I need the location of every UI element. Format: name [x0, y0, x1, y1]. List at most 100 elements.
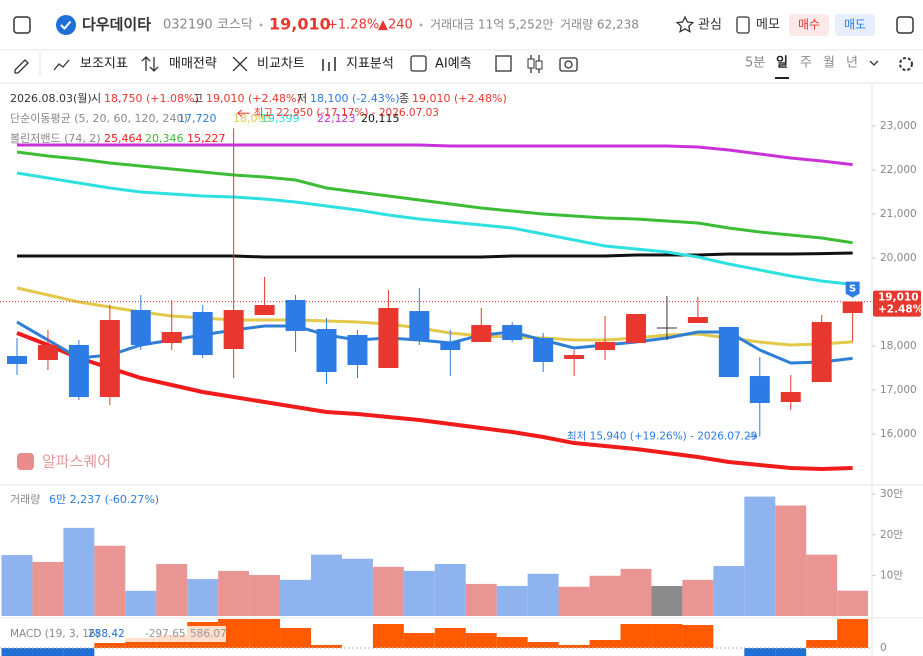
ma-line: [16, 171, 853, 286]
check: [60, 20, 72, 30]
candle-body: [780, 391, 801, 403]
ma-legend-value: 18,095: [233, 112, 272, 125]
candle-icon[interactable]: [535, 60, 543, 70]
volume-bar: [94, 545, 126, 616]
ohlc-label: 시: [91, 92, 101, 105]
volume-bar: [218, 570, 250, 616]
period-button[interactable]: 일: [776, 56, 788, 71]
more-icon[interactable]: [869, 60, 879, 66]
period-button[interactable]: 5분: [745, 56, 765, 71]
volume-bar: [1, 555, 33, 616]
macd-value: -297.65: [145, 628, 186, 640]
tool-button[interactable]: 지표분석: [346, 57, 394, 72]
volume-bar: [713, 566, 745, 616]
y-tick-label: 10만: [880, 569, 903, 581]
volume-bar: [311, 554, 342, 616]
volume-bar: [744, 496, 776, 616]
tool-button[interactable]: 비교차트: [257, 57, 305, 72]
macd-bar: [558, 645, 590, 648]
tool-icon[interactable]: [232, 56, 248, 72]
box-icon[interactable]: [495, 55, 512, 72]
buy-button[interactable]: [789, 14, 829, 36]
memo-button[interactable]: 메모: [756, 18, 780, 33]
signal-label: S: [849, 284, 856, 295]
stock-code: 032190: [163, 18, 213, 33]
sidebar-icon[interactable]: [13, 16, 31, 34]
macd-bar: [63, 648, 95, 656]
macd-bar: [527, 642, 559, 648]
camera-icon[interactable]: [559, 57, 578, 72]
tool-icon[interactable]: [322, 57, 336, 71]
volume-value: 6만 2,237 (-60.27%): [49, 493, 159, 506]
ohlc-value: 18,100 (-2.43%): [310, 92, 399, 105]
period-button[interactable]: 월: [823, 56, 835, 71]
macd-legend-bg: [6, 626, 226, 642]
candle-body: [564, 355, 585, 359]
candle-body: [347, 335, 368, 366]
star-icon[interactable]: [675, 15, 695, 33]
ma-line: [16, 150, 853, 245]
camera-lens: [564, 60, 573, 69]
arrow-head: [752, 433, 758, 441]
stock-name: 다우데이타: [82, 16, 151, 34]
y-tick-label: 17,000: [880, 384, 917, 396]
bb-legend-value: 25,464: [104, 132, 143, 145]
candle-body: [316, 329, 337, 373]
last-price-change: +2.48%: [878, 304, 923, 316]
macd-bar: [837, 619, 869, 648]
tool-button[interactable]: 매매전략: [169, 57, 217, 72]
draw-icon[interactable]: [14, 59, 29, 74]
macd-bar: [806, 640, 838, 648]
macd-value: 586.07: [190, 628, 227, 640]
tool-button[interactable]: AI예측: [435, 57, 472, 72]
macd-bar: [620, 624, 652, 648]
candle-body: [285, 300, 306, 332]
volume-bar: [496, 585, 528, 616]
bb-legend-value: 15,227: [187, 132, 226, 145]
macd-bar: [403, 633, 435, 648]
y-tick-label: 22,000: [880, 164, 917, 176]
macd-bar: [1, 648, 33, 656]
y-tick-label: 16,000: [880, 428, 917, 440]
verified-icon: [56, 15, 76, 35]
memo-icon[interactable]: [736, 16, 750, 34]
change: ▲240: [378, 18, 413, 33]
period-button[interactable]: 년: [846, 56, 858, 71]
ohlc-value: 19,010 (+2.48%): [206, 92, 301, 105]
macd-bar: [775, 648, 807, 656]
candle-body: [718, 327, 739, 378]
tool-icon[interactable]: [141, 56, 159, 72]
market: 코스닥: [217, 18, 253, 33]
settings-icon[interactable]: [899, 57, 913, 71]
buy-label[interactable]: 매수: [798, 18, 820, 32]
sell-label[interactable]: 매도: [844, 18, 866, 32]
candle-icon[interactable]: [527, 58, 535, 69]
period-button[interactable]: 주: [800, 56, 812, 71]
y-tick-label: 20만: [880, 529, 903, 541]
candle-body: [99, 320, 120, 398]
candle-body: [7, 355, 27, 365]
date: 2026.08.03(월): [10, 92, 92, 105]
volume-bar: [341, 558, 373, 616]
candle-body: [68, 344, 89, 398]
ma-legend-value: 19,399: [261, 112, 300, 125]
low-note: 최저 15,940 (+19.26%) - 2026.07.29: [567, 431, 757, 443]
candle-body: [378, 307, 399, 369]
sell-button[interactable]: [835, 14, 875, 36]
panel-icon[interactable]: [896, 16, 914, 34]
candle-body: [440, 342, 461, 351]
macd-bar: [744, 648, 776, 656]
tool-icon[interactable]: [53, 59, 70, 71]
volume-bar: [775, 505, 807, 616]
arrow-head: [236, 109, 242, 117]
volume-bar: [372, 566, 404, 616]
tool-button[interactable]: 보조지표: [80, 57, 128, 72]
macd-bar: [280, 628, 311, 648]
watch-button[interactable]: 관심: [698, 18, 722, 33]
tool-icon[interactable]: [410, 55, 427, 72]
volume-bar: [620, 568, 652, 616]
macd-bar: [32, 648, 64, 656]
ma-line: [16, 331, 853, 471]
volume-title: 거래량: [10, 493, 40, 506]
